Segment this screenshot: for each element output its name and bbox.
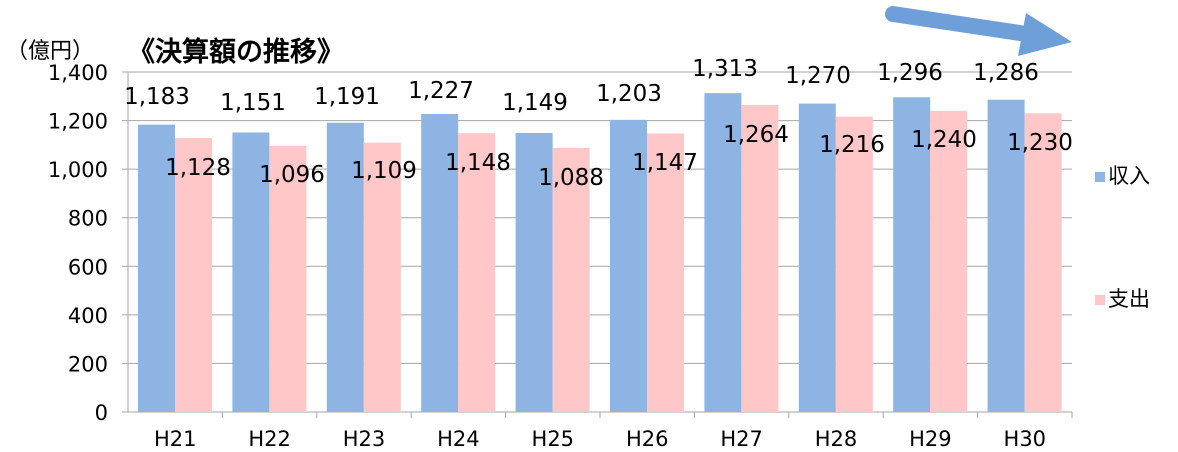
- trend-arrow-head: [1018, 13, 1072, 56]
- bar-income: [798, 103, 836, 413]
- bar-expense: [930, 110, 968, 412]
- bar-income: [326, 122, 364, 412]
- data-label-expense: 1,230: [1007, 130, 1073, 156]
- data-label-expense: 1,128: [165, 155, 231, 181]
- legend-label: 収入: [1108, 164, 1150, 188]
- bar-income: [138, 124, 175, 412]
- trend-arrow-shaft: [885, 6, 1048, 44]
- y-tick-label: 600: [68, 255, 108, 279]
- legend-swatch: [1095, 295, 1105, 305]
- bar-expense: [269, 145, 307, 413]
- x-tick-label: H21: [154, 427, 197, 451]
- x-tick-label: H24: [437, 427, 480, 451]
- data-label-expense: 1,148: [445, 150, 511, 176]
- x-tick-label: H25: [532, 427, 575, 451]
- y-tick-label: 800: [68, 207, 108, 231]
- data-label-expense: 1,109: [351, 158, 417, 184]
- data-label-income: 1,270: [785, 63, 851, 89]
- data-label-income: 1,296: [877, 60, 943, 86]
- y-tick-label: 1,000: [48, 158, 108, 182]
- x-tick-label: H30: [1004, 427, 1047, 451]
- data-label-income: 1,149: [502, 90, 568, 116]
- bar-income: [232, 132, 270, 412]
- bar-expense: [552, 147, 590, 412]
- y-tick-label: 0: [95, 401, 108, 425]
- x-tick-label: H29: [909, 427, 952, 451]
- bar-expense: [835, 116, 873, 412]
- data-label-income: 1,313: [692, 56, 758, 82]
- y-tick-label: 200: [68, 352, 108, 376]
- y-tick-label: 1,400: [48, 61, 108, 85]
- bar-expense: [175, 138, 212, 413]
- bar-expense: [647, 133, 684, 412]
- y-tick-label: 400: [68, 304, 108, 328]
- bar-income: [515, 132, 553, 412]
- data-label-income: 1,151: [220, 90, 286, 116]
- x-tick-label: H22: [248, 427, 291, 451]
- data-label-income: 1,227: [408, 78, 474, 104]
- bar-income: [704, 93, 742, 412]
- bar-income: [893, 97, 931, 412]
- bar-expense: [458, 133, 496, 412]
- data-label-expense: 1,216: [819, 132, 885, 158]
- data-label-income: 1,203: [596, 81, 662, 107]
- bar-income: [610, 119, 647, 412]
- x-tick-label: H28: [815, 427, 858, 451]
- chart-title: 《決算額の推移》: [128, 37, 344, 68]
- data-label-income: 1,183: [124, 84, 190, 110]
- x-tick-label: H23: [343, 427, 386, 451]
- data-label-expense: 1,096: [259, 162, 325, 188]
- data-label-income: 1,191: [314, 84, 380, 110]
- data-label-expense: 1,264: [723, 122, 789, 148]
- data-label-expense: 1,088: [538, 165, 604, 191]
- y-tick-label: 1,200: [48, 110, 108, 134]
- data-label-expense: 1,240: [911, 127, 977, 153]
- legend-swatch: [1095, 172, 1105, 182]
- data-label-income: 1,286: [973, 60, 1039, 86]
- x-tick-label: H27: [720, 427, 763, 451]
- bar-expense: [363, 142, 401, 412]
- y-unit-label: （億円）: [6, 39, 95, 64]
- data-label-expense: 1,147: [632, 150, 698, 176]
- legend-label: 支出: [1108, 287, 1150, 311]
- bar-expense: [1024, 113, 1062, 413]
- bar-income: [421, 114, 459, 412]
- bar-expense: [741, 105, 779, 413]
- x-tick-label: H26: [626, 427, 669, 451]
- bar-income: [987, 99, 1025, 412]
